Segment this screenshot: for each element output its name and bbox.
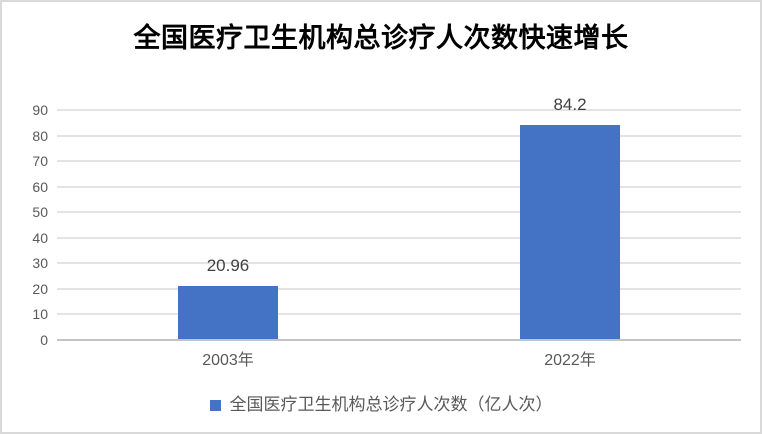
y-tick-label: 0 bbox=[40, 332, 48, 348]
legend-marker-icon bbox=[209, 399, 221, 411]
bar-group: 20.96 2003年 bbox=[178, 110, 278, 369]
gridline bbox=[57, 160, 741, 163]
gridline bbox=[57, 262, 741, 265]
gridline bbox=[57, 287, 741, 290]
y-tick-label: 80 bbox=[32, 127, 48, 144]
data-label: 84.2 bbox=[553, 94, 587, 114]
legend-label: 全国医疗卫生机构总诊疗人次数（亿人次） bbox=[229, 395, 553, 414]
gridline bbox=[57, 185, 741, 188]
bar-group: 84.2 2022年 bbox=[520, 96, 620, 369]
gridline bbox=[57, 236, 741, 239]
gridline bbox=[57, 134, 741, 137]
x-axis-line bbox=[57, 339, 741, 341]
y-tick-label: 70 bbox=[32, 153, 48, 170]
x-tick-label: 2022年 bbox=[544, 352, 596, 369]
bar-2003年 bbox=[178, 286, 278, 340]
y-tick-label: 50 bbox=[32, 204, 48, 221]
y-tick-label: 90 bbox=[32, 102, 48, 118]
legend: 全国医疗卫生机构总诊疗人次数（亿人次） bbox=[2, 395, 760, 415]
gridline bbox=[57, 109, 741, 111]
y-tick-label: 30 bbox=[32, 255, 48, 272]
y-tick-label: 10 bbox=[32, 306, 48, 323]
chart-title: 全国医疗卫生机构总诊疗人次数快速增长 bbox=[133, 23, 629, 53]
gridline bbox=[57, 211, 741, 214]
y-tick-label: 60 bbox=[32, 178, 48, 195]
x-tick-label: 2003年 bbox=[202, 352, 254, 369]
y-tick-label: 20 bbox=[32, 280, 48, 297]
gridline bbox=[57, 313, 741, 316]
data-label: 20.96 bbox=[206, 256, 250, 276]
bar-2022年 bbox=[520, 124, 620, 340]
plot-area: 0 10 20 30 40 50 60 70 80 90 20.96 2003年 84.2 2022年 bbox=[32, 96, 741, 369]
y-tick-label: 40 bbox=[32, 229, 48, 246]
